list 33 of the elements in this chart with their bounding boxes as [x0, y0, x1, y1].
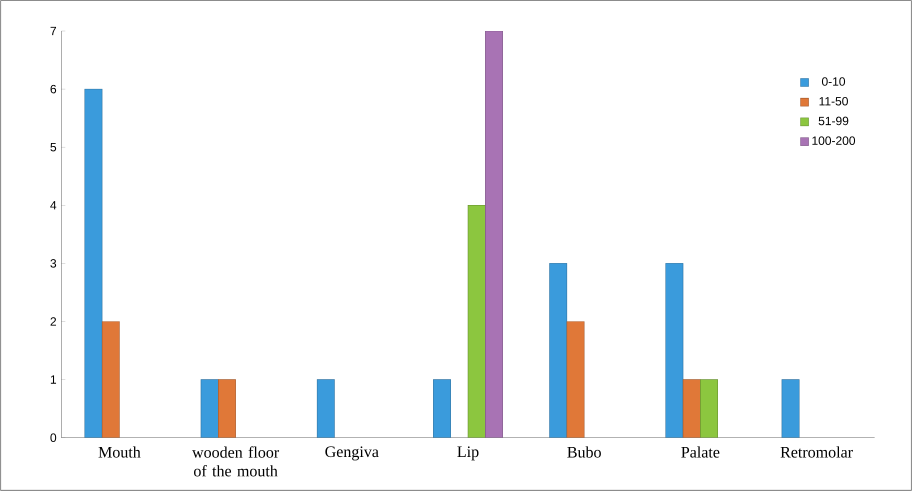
y-tick-label: 5 [50, 143, 56, 152]
legend-label: 11-50 [820, 96, 848, 106]
y-tick-label: 1 [50, 375, 56, 384]
bar [549, 263, 568, 438]
bar [682, 379, 701, 438]
bar [102, 321, 120, 438]
x-tick-label: Retromolar [780, 446, 853, 458]
y-tick-label: 7 [50, 26, 56, 36]
x-tick-label: Mouth [98, 446, 141, 458]
legend-label: 100-200 [812, 136, 856, 145]
x-tick-label: wooden floor of the mouth [192, 446, 280, 476]
bar [566, 321, 584, 438]
y-tick-label: 0 [50, 433, 56, 442]
bar [485, 31, 503, 438]
y-tick-label: 3 [50, 259, 56, 268]
bar [200, 379, 219, 438]
legend-label: 0-10 [822, 77, 846, 86]
x-tick-label: Gengiva [325, 446, 379, 460]
bar [665, 263, 684, 438]
legend-label: 51-99 [818, 116, 848, 126]
bar [700, 379, 718, 438]
bar [84, 88, 102, 438]
x-tick-label: Lip [457, 446, 478, 460]
y-tick-label: 4 [50, 201, 56, 210]
bar [316, 379, 335, 438]
y-tick-label: 6 [50, 84, 56, 94]
bar [468, 205, 486, 438]
bar [218, 379, 236, 438]
y-tick-label: 2 [50, 317, 56, 326]
x-tick-label: Bubo [567, 446, 601, 458]
x-tick-label: Palate [681, 446, 720, 458]
bar [433, 379, 451, 438]
bar [782, 379, 800, 438]
